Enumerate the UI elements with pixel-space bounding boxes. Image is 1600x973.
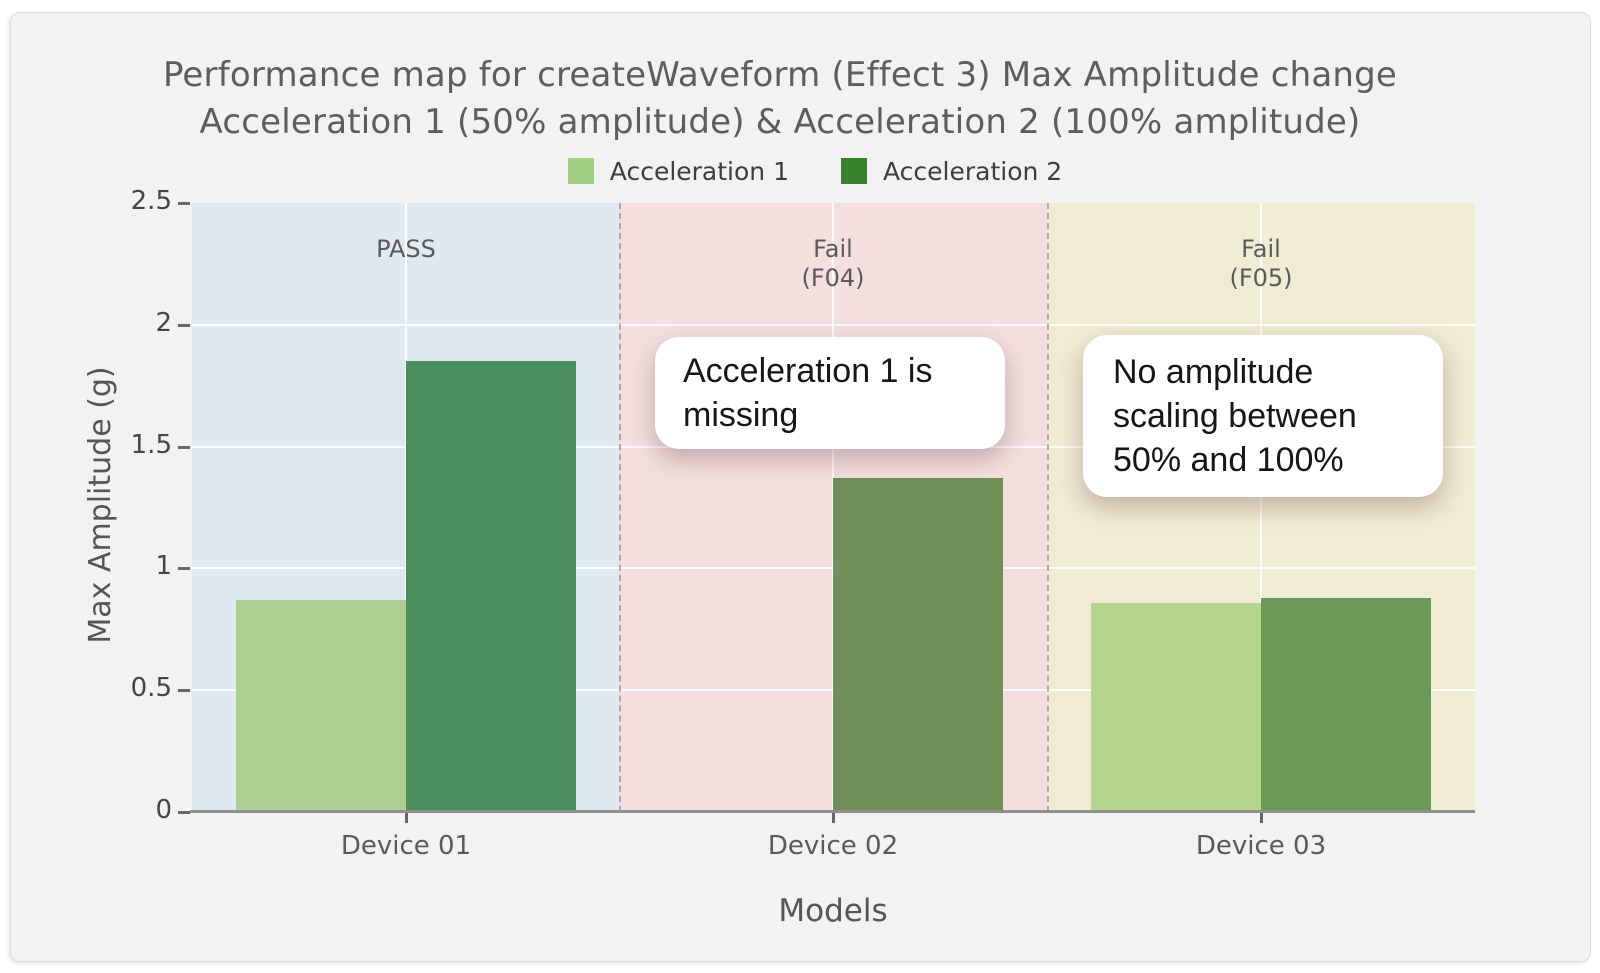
y-axis-title: Max Amplitude (g) (83, 366, 118, 644)
y-tick-label-1: 1 (155, 551, 172, 582)
legend-swatch-acceleration-1-icon (567, 158, 594, 184)
y-tick-label-1.5: 1.5 (130, 429, 172, 460)
y-tick-0 (178, 811, 190, 814)
x-axis-title: Models (778, 893, 888, 929)
chart-legend: Acceleration 1 Acceleration 2 (30, 156, 1600, 186)
annotation-2-line-2: scaling between (1113, 397, 1357, 435)
zone-label-fail-f05: Fail (F05) (1111, 235, 1411, 293)
y-tick-label-2.5: 2.5 (130, 186, 172, 216)
legend-label-acceleration-1: Acceleration 1 (609, 156, 789, 186)
bar-device-02-acceleration-2 (833, 478, 1003, 812)
y-tick-1.5 (178, 445, 190, 449)
legend-label-acceleration-2: Acceleration 2 (883, 156, 1063, 186)
y-tick-2 (178, 323, 190, 327)
x-tick-label-device-03: Device 03 (1195, 831, 1327, 861)
x-tick-label-device-02: Device 02 (767, 831, 899, 861)
zone-label-pass: PASS (256, 235, 556, 264)
legend-item-acceleration-2: Acceleration 2 (841, 157, 1062, 186)
plot-area: PASS Fail (F04) Fail (F05) (192, 203, 1475, 812)
zone-label-fail-f04-line-1: Fail (813, 235, 853, 263)
zone-boundary-f04-f05 (1047, 203, 1049, 812)
zone-boundary-pass-f04 (619, 203, 621, 812)
bar-device-03-acceleration-2 (1261, 598, 1431, 812)
zone-label-fail-f05-line-1: Fail (1241, 235, 1281, 263)
zone-label-pass-line-1: PASS (376, 235, 436, 263)
legend-item-acceleration-1: Acceleration 1 (567, 156, 789, 186)
chart-title-line-1: Performance map for createWaveform (Effe… (162, 55, 1398, 95)
x-axis-line (190, 810, 1475, 813)
x-tick-device-02 (832, 813, 835, 823)
zone-label-fail-f04: Fail (F04) (683, 235, 983, 293)
y-tick-1 (178, 567, 190, 571)
annotation-no-amplitude-scaling: No amplitude scaling between 50% and 100… (1083, 335, 1443, 497)
bar-device-03-acceleration-1 (1091, 603, 1261, 812)
y-tick-label-0: 0 (155, 795, 172, 825)
y-tick-label-2: 2 (155, 307, 172, 338)
chart-title-line-2: Acceleration 1 (50% amplitude) & Acceler… (199, 102, 1361, 142)
bar-device-01-acceleration-1 (236, 600, 406, 812)
bar-device-01-acceleration-2 (406, 361, 576, 812)
x-tick-device-03 (1260, 813, 1263, 823)
x-tick-device-01 (405, 813, 408, 823)
annotation-2-line-3: 50% and 100% (1113, 441, 1344, 479)
annotation-1-line-1: Acceleration 1 is (683, 352, 933, 390)
y-tick-0.5 (178, 689, 190, 693)
vertical-gridline-device-03 (1260, 203, 1262, 812)
zone-label-fail-f04-line-2: (F04) (801, 264, 865, 292)
annotation-1-line-2: missing (683, 396, 799, 434)
y-tick-label-0.5: 0.5 (130, 673, 172, 704)
x-tick-label-device-01: Device 01 (340, 831, 472, 861)
annotation-acceleration-missing: Acceleration 1 is missing (655, 337, 1005, 449)
legend-swatch-acceleration-2-icon (841, 158, 867, 184)
y-tick-2.5 (178, 202, 190, 205)
annotation-2-line-1: No amplitude (1113, 353, 1314, 391)
zone-label-fail-f05-line-2: (F05) (1229, 264, 1293, 292)
